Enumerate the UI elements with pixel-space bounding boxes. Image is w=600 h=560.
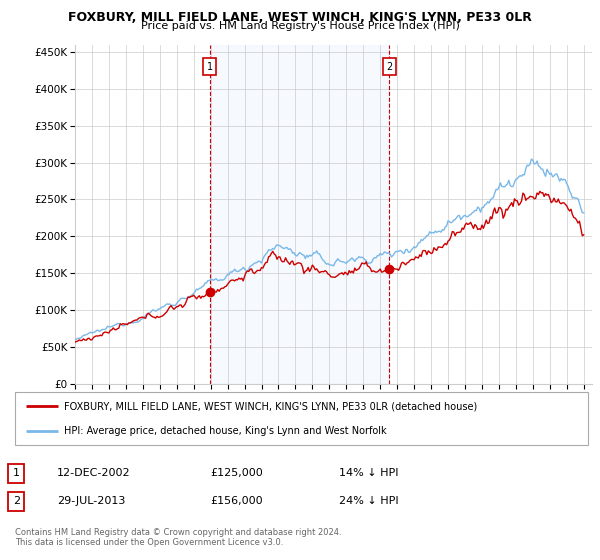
Text: 1: 1 <box>207 62 213 72</box>
Text: FOXBURY, MILL FIELD LANE, WEST WINCH, KING'S LYNN, PE33 0LR (detached house): FOXBURY, MILL FIELD LANE, WEST WINCH, KI… <box>64 402 477 412</box>
Text: Price paid vs. HM Land Registry's House Price Index (HPI): Price paid vs. HM Land Registry's House … <box>140 21 460 31</box>
Text: £125,000: £125,000 <box>210 468 263 478</box>
FancyBboxPatch shape <box>15 392 588 445</box>
Text: FOXBURY, MILL FIELD LANE, WEST WINCH, KING'S LYNN, PE33 0LR: FOXBURY, MILL FIELD LANE, WEST WINCH, KI… <box>68 11 532 24</box>
Text: HPI: Average price, detached house, King's Lynn and West Norfolk: HPI: Average price, detached house, King… <box>64 426 386 436</box>
Text: 12-DEC-2002: 12-DEC-2002 <box>57 468 131 478</box>
Text: 29-JUL-2013: 29-JUL-2013 <box>57 496 125 506</box>
Bar <box>210 45 389 384</box>
Text: 14% ↓ HPI: 14% ↓ HPI <box>339 468 398 478</box>
Text: 1: 1 <box>13 468 20 478</box>
Text: Contains HM Land Registry data © Crown copyright and database right 2024.
This d: Contains HM Land Registry data © Crown c… <box>15 528 341 547</box>
Text: 2: 2 <box>13 496 20 506</box>
Text: 2: 2 <box>386 62 392 72</box>
Text: 24% ↓ HPI: 24% ↓ HPI <box>339 496 398 506</box>
Text: £156,000: £156,000 <box>210 496 263 506</box>
